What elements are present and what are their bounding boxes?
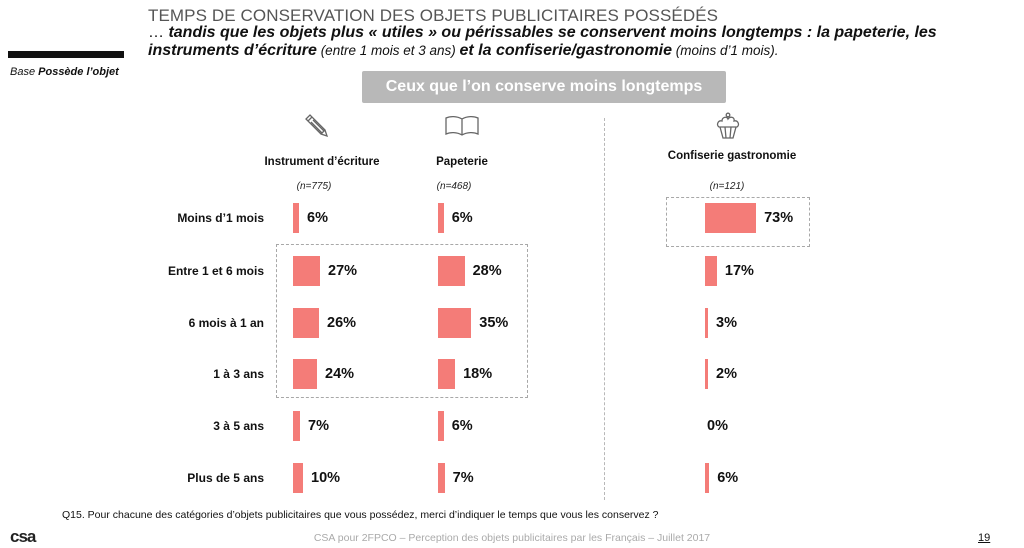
bar-mark	[293, 203, 299, 233]
bar-mark	[438, 308, 472, 338]
question-text: Q15. Pour chacune des catégories d’objet…	[62, 509, 659, 521]
base-value: Possède l’objet	[38, 66, 119, 78]
value-label: 6%	[451, 418, 473, 434]
value-label: 73%	[764, 210, 794, 226]
row-label: Entre 1 et 6 mois	[167, 264, 264, 278]
book-icon	[445, 115, 479, 136]
value-label: 24%	[325, 366, 355, 382]
csa-logo: csa	[10, 527, 36, 546]
subtitle-bold-2: et la confiserie/gastronomie	[459, 42, 673, 59]
row-label: Moins d’1 mois	[177, 211, 264, 225]
pencil-icon	[305, 114, 329, 138]
subtitle-prefix: …	[148, 24, 169, 41]
highlight-box-confiserie	[666, 197, 810, 247]
base-label: Base Possède l’objet	[10, 66, 119, 78]
value-label: 17%	[724, 263, 754, 279]
column-divider	[604, 118, 605, 500]
page-number: 19	[978, 532, 991, 544]
subtitle-bold-1: tandis que les objets plus « utiles » ou…	[148, 24, 937, 59]
subtitle-note-2: (moins d’1 mois).	[672, 43, 779, 58]
col-header-papeterie: Papeterie	[436, 156, 488, 168]
bar-mark	[438, 256, 465, 286]
page-title: TEMPS DE CONSERVATION DES OBJETS PUBLICI…	[148, 6, 719, 25]
value-label: 6%	[307, 210, 328, 226]
bar-mark	[438, 203, 444, 233]
highlight-box-main	[276, 244, 528, 398]
section-banner: Ceux que l’on conserve moins longtemps	[362, 71, 726, 103]
bar-mark	[293, 308, 319, 338]
cupcake-icon	[716, 112, 740, 139]
value-label: 18%	[463, 366, 493, 382]
value-label: 6%	[717, 470, 739, 486]
value-label: 2%	[716, 366, 737, 382]
value-label: 28%	[472, 263, 502, 279]
value-label: 3%	[716, 315, 737, 331]
value-label: 35%	[479, 315, 509, 331]
n-count-papeterie: (n=468)	[436, 181, 472, 192]
bar-mark	[705, 308, 708, 338]
bar-mark	[293, 463, 303, 493]
bar-mark	[705, 256, 717, 286]
row-label: 3 à 5 ans	[213, 419, 264, 433]
value-label: 7%	[308, 418, 329, 434]
value-label: 6%	[451, 210, 473, 226]
row-label: Plus de 5 ans	[187, 471, 264, 485]
bar-mark	[293, 359, 317, 389]
bar-mark	[438, 359, 456, 389]
page-subtitle: … tandis que les objets plus « utiles » …	[148, 24, 1010, 60]
subtitle-note-1: (entre 1 mois et 3 ans)	[316, 43, 460, 58]
n-count-instrument: (n=775)	[296, 181, 332, 192]
value-label: 7%	[452, 470, 474, 486]
bar-mark	[293, 256, 320, 286]
value-label: 10%	[311, 470, 341, 486]
col-header-instrument: Instrument d’écriture	[264, 156, 380, 168]
value-label: 26%	[327, 315, 357, 331]
bar-mark	[293, 411, 300, 441]
n-count-confiserie: (n=121)	[709, 181, 745, 192]
row-label: 1 à 3 ans	[213, 367, 264, 381]
col-header-confiserie: Confiserie gastronomie	[667, 150, 797, 162]
bar-mark	[438, 463, 445, 493]
footer-text: CSA pour 2FPCO – Perception des objets p…	[313, 532, 711, 544]
value-label: 27%	[328, 263, 358, 279]
base-prefix: Base	[10, 66, 39, 78]
bar-mark	[705, 203, 757, 233]
bar-mark	[438, 411, 444, 441]
bar-mark	[705, 359, 708, 389]
value-label: 0%	[707, 418, 728, 434]
decorative-bar	[8, 51, 124, 58]
bar-mark	[705, 463, 710, 493]
row-label: 6 mois à 1 an	[188, 316, 264, 330]
